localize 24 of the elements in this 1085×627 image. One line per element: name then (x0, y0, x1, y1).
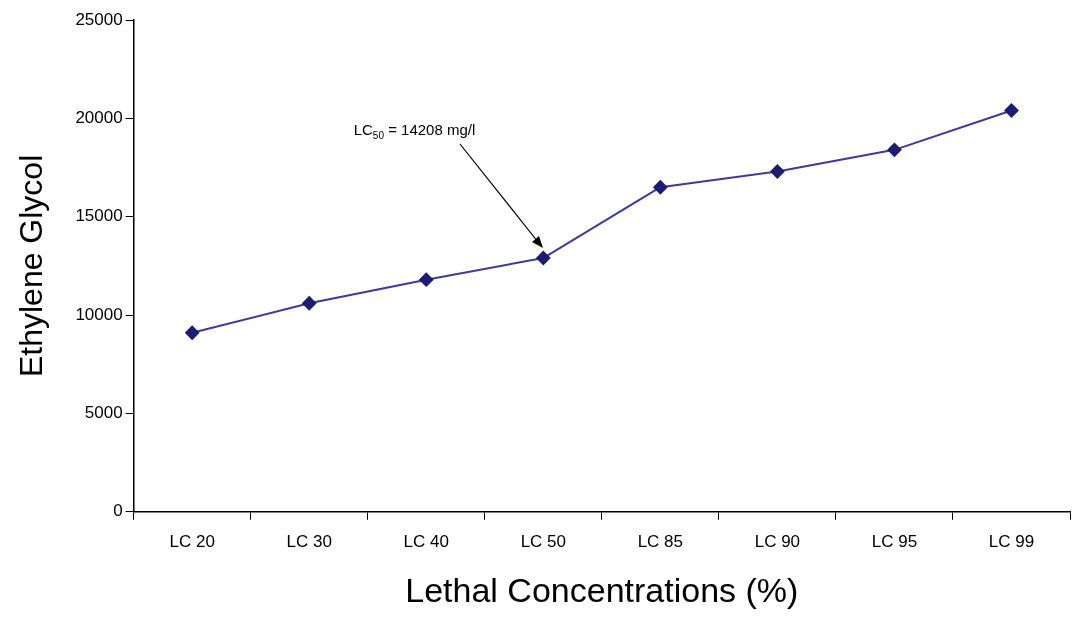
y-tick-label: 10000 (75, 304, 123, 324)
point (185, 325, 200, 340)
y-axis-title: Ethylene Glycol (13, 154, 50, 378)
y-tick-label: 0 (113, 501, 123, 521)
x-tick-label: LC 90 (754, 531, 801, 551)
y-tick-label: 20000 (75, 108, 123, 128)
x-axis-title: Lethal Concentrations (%) (405, 570, 799, 609)
point (770, 164, 785, 179)
y-tick-label: 15000 (75, 206, 123, 226)
x-tick-label: LC 85 (637, 531, 684, 551)
point (536, 251, 551, 266)
x-tick-label: LC 99 (988, 531, 1035, 551)
x-tick-label: LC 20 (169, 531, 215, 551)
x-tick-label: LC 40 (403, 531, 449, 551)
point (419, 272, 434, 287)
x-tick-label: LC 30 (286, 531, 332, 551)
x-tick-label: LC 50 (520, 531, 566, 551)
y-tick-label: 5000 (84, 403, 123, 423)
y-tick-label: 25000 (75, 9, 123, 29)
x-tick-label: LC 95 (871, 531, 918, 551)
point (1004, 103, 1019, 118)
point (653, 180, 668, 195)
point (302, 296, 317, 311)
point (887, 142, 902, 157)
